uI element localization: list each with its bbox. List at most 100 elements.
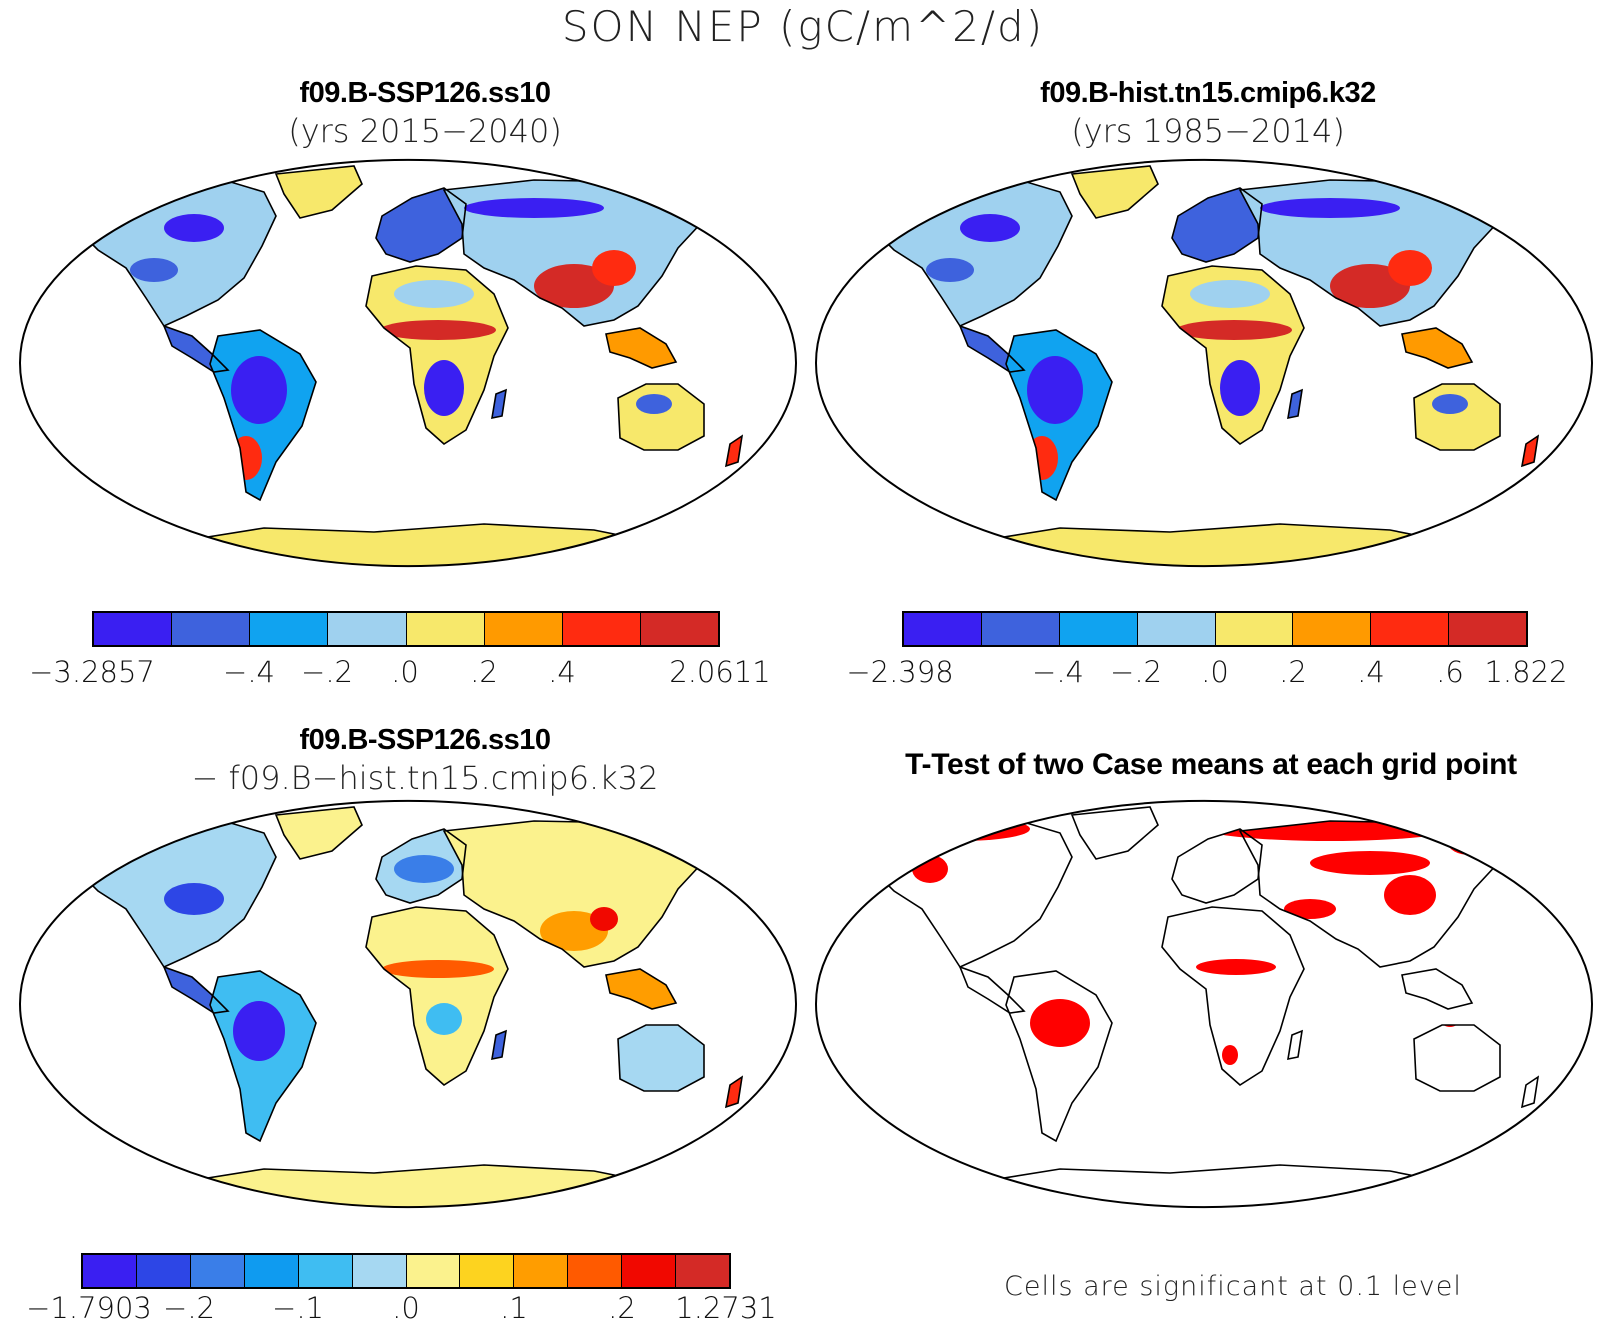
significant-region [1196, 959, 1276, 975]
colorbar-cell [1137, 613, 1216, 645]
colorbar-cell [1059, 613, 1138, 645]
minus-case-label: − f09.B−hist.tn15.cmip6.k32 [191, 759, 659, 797]
colorbar-cell [1215, 613, 1294, 645]
landmass-greenland [1072, 166, 1158, 218]
coastline [1161, 265, 1305, 445]
tick-label: .2 [470, 655, 498, 689]
landmass-seasia [606, 328, 676, 368]
nep-anomaly-region [424, 360, 464, 416]
coastline [605, 327, 678, 369]
significant-region [1284, 899, 1336, 919]
significance-note: Cells are significant at 0.1 level [1004, 1271, 1462, 1302]
coastline [209, 970, 317, 1143]
colorbar-cell [514, 1255, 569, 1287]
coastline [491, 388, 508, 420]
coastline [724, 434, 744, 468]
nep-anomaly-region [1027, 356, 1083, 424]
coastline [1070, 165, 1159, 219]
nep-anomaly-region [960, 214, 1020, 242]
nep-anomaly-region [380, 320, 496, 340]
landmass-greenland [276, 166, 362, 218]
coastline [1520, 1075, 1540, 1109]
coastline [1070, 806, 1159, 860]
map-border [814, 800, 1594, 1208]
colorbar-top-left [92, 611, 720, 647]
colorbar-cell [406, 613, 485, 645]
tick-label: −.2 [301, 655, 353, 689]
panel-title-bottom-left: f09.B-SSP126.ss10 − f09.B−hist.tn15.cmip… [55, 721, 795, 797]
coastline [617, 383, 705, 451]
tick-label: .6 [1436, 655, 1464, 689]
map-border [814, 159, 1594, 567]
coastline [605, 968, 678, 1010]
nep-anomaly-region [1176, 320, 1292, 340]
significant-region [1222, 1045, 1238, 1065]
landmass-australia [618, 1025, 704, 1091]
coastline [274, 165, 363, 219]
tick-label: 1.822 [1484, 655, 1568, 689]
years-label: (yrs 1985−2014) [1071, 112, 1345, 150]
colorbar-cell [1293, 613, 1372, 645]
nep-anomaly-region [231, 356, 287, 424]
coastline [724, 1075, 744, 1109]
nep-anomaly-region [1432, 394, 1468, 414]
tick-label: .0 [1201, 655, 1229, 689]
nep-anomaly-region [1388, 250, 1432, 286]
coastline [1287, 1029, 1304, 1061]
tick-label: −.4 [1032, 655, 1084, 689]
panel-title-top-right: f09.B-hist.tn15.cmip6.k32 (yrs 1985−2014… [838, 74, 1578, 150]
coastline [209, 329, 317, 502]
colorbar-cell [1449, 613, 1526, 645]
colorbar-cell [94, 613, 173, 645]
tick-label: .0 [392, 1291, 420, 1325]
colorbar-bottom-left [81, 1253, 731, 1289]
tick-label: 1.2731 [675, 1291, 777, 1325]
colorbar-cell [568, 1255, 623, 1287]
landmass-asia [444, 821, 704, 967]
nep-anomaly-region [394, 855, 454, 883]
ttest-significance-map [814, 800, 1594, 1208]
colorbar-cell [622, 1255, 677, 1287]
coastline [162, 965, 230, 1014]
colorbar-cell [352, 1255, 407, 1287]
coastline [1005, 329, 1113, 502]
tick-label: .2 [1279, 655, 1307, 689]
landmass-africa [366, 907, 508, 1085]
coastline [274, 806, 363, 860]
coastline [162, 324, 230, 373]
nep-map-top-right [814, 159, 1594, 567]
map-border [18, 800, 798, 1208]
colorbar-cell [136, 1255, 191, 1287]
colorbar-cell [190, 1255, 245, 1287]
tick-label: .1 [500, 1291, 528, 1325]
coastline [1520, 434, 1540, 468]
colorbar-cell [406, 1255, 461, 1287]
tick-label: −.1 [272, 1291, 324, 1325]
nep-anomaly-region [464, 198, 604, 218]
coastline [1413, 383, 1501, 451]
colorbar-cell [981, 613, 1060, 645]
nep-anomaly-region [1220, 360, 1260, 416]
nep-anomaly-region [130, 258, 178, 282]
tick-label: −2.398 [846, 655, 954, 689]
tick-label: .4 [548, 655, 576, 689]
tick-label: −.2 [163, 1291, 215, 1325]
nep-anomaly-region [590, 907, 618, 931]
figure-title: SON NEP (gC/m^2/d) [561, 2, 1045, 51]
colorbar-cell [172, 613, 251, 645]
tick-label: .2 [608, 1291, 636, 1325]
colorbar-cell [244, 1255, 299, 1287]
coastline [1401, 968, 1474, 1010]
tick-label: −.4 [223, 655, 275, 689]
colorbar-cell [250, 613, 329, 645]
case-name: f09.B-SSP126.ss10 [299, 77, 551, 109]
ttest-title: T-Test of two Case means at each grid po… [905, 748, 1517, 781]
colorbar-cell [640, 613, 718, 645]
coastline [1287, 388, 1304, 420]
colorbar-cell [83, 1255, 137, 1287]
colorbar-cell [328, 613, 407, 645]
colorbar-cell [298, 1255, 353, 1287]
coastline [617, 1024, 705, 1092]
landmass-africa [1162, 266, 1304, 444]
coastline [1413, 1024, 1501, 1092]
